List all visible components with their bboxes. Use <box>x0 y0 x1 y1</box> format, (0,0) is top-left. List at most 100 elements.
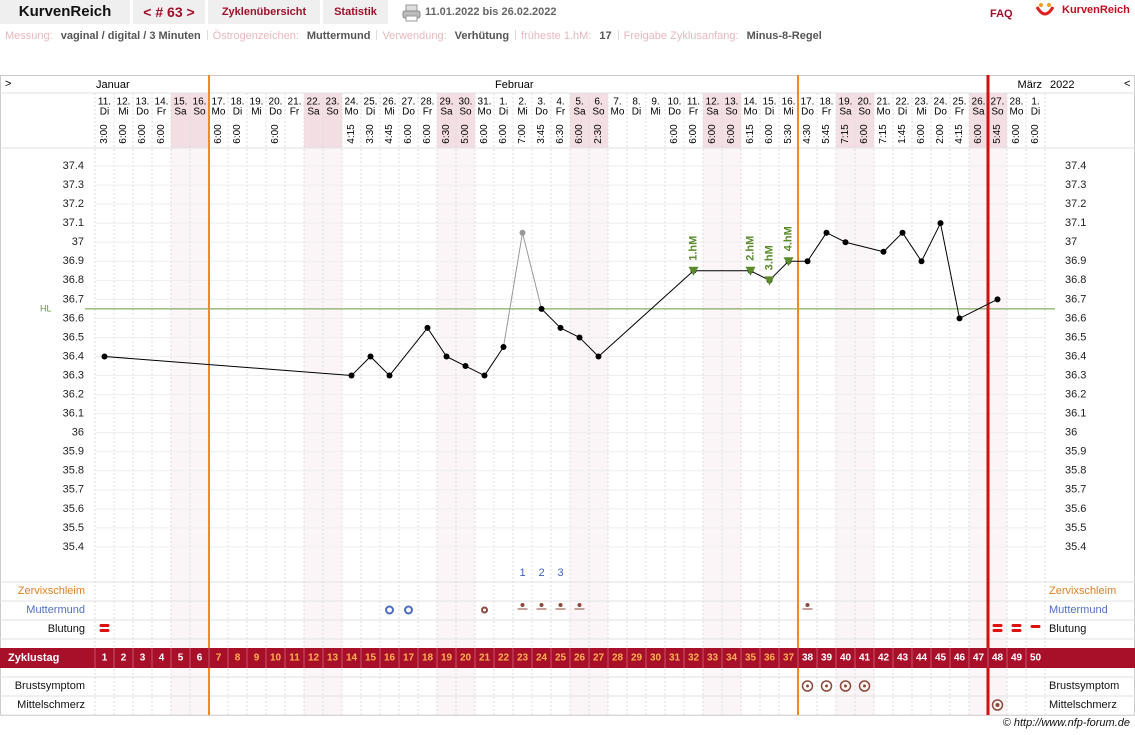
weekend-column <box>589 148 608 715</box>
temperature-segment <box>883 232 903 253</box>
row-label-right: Zervixschleim <box>1049 585 1116 597</box>
tab[interactable]: Zyklenübersicht <box>208 0 320 24</box>
separator <box>515 30 517 40</box>
cycle-day: 43 <box>897 653 909 664</box>
print-icon[interactable] <box>402 3 422 23</box>
time-label: 6:00 <box>270 124 281 144</box>
weekday-label: Sa <box>174 107 187 118</box>
weekend-header <box>722 93 741 148</box>
date-label: 20. <box>858 97 872 108</box>
info-value: 17 <box>599 30 612 42</box>
temperature-segment <box>370 356 390 376</box>
cycle-day: 27 <box>593 653 605 664</box>
time-label: 6:00 <box>422 124 433 144</box>
y-tick-label-right: 35.4 <box>1065 541 1086 553</box>
temperature-segment <box>579 337 599 357</box>
time-label: 6:00 <box>973 124 984 144</box>
y-tick-label: 35.9 <box>63 446 84 458</box>
weekend-column <box>969 148 988 715</box>
y-tick-label: 36.5 <box>63 331 84 343</box>
date-label: 27. <box>991 97 1005 108</box>
weekday-label: Mi <box>650 107 661 118</box>
cycle-day: 34 <box>726 653 738 664</box>
nav-prev[interactable]: > <box>5 78 11 90</box>
faq-link[interactable]: FAQ <box>990 8 1013 20</box>
y-tick-label-right: 36.2 <box>1065 388 1086 400</box>
logo-icon <box>1035 3 1055 16</box>
temperature-point <box>519 229 526 236</box>
time-label: 6:00 <box>764 124 775 144</box>
weekday-label: Mo <box>1010 107 1024 118</box>
cycle-day: 5 <box>178 653 184 664</box>
y-tick-label-right: 36 <box>1065 427 1077 439</box>
date-label: 20. <box>269 97 283 108</box>
hm-label: 3.hM <box>763 245 775 270</box>
temperature-point <box>443 353 450 360</box>
breast-symbol-dot <box>806 684 809 688</box>
breast-symbol-dot <box>844 684 847 688</box>
weekday-label: So <box>592 107 605 118</box>
temperature-point <box>880 248 887 255</box>
weekday-label: Do <box>269 107 282 118</box>
temperature-point <box>367 353 374 360</box>
cycle-day: 41 <box>859 653 871 664</box>
y-tick-label: 37.1 <box>63 217 84 229</box>
weekday-label: Do <box>136 107 149 118</box>
weekday-label: Do <box>668 107 681 118</box>
row-label: Blutung <box>48 623 85 635</box>
time-label: 5:45 <box>992 124 1003 144</box>
weekday-label: Fr <box>290 107 300 118</box>
date-label: 30. <box>459 97 473 108</box>
cycle-day: 42 <box>878 653 890 664</box>
temperature-segment <box>598 270 694 357</box>
temperature-point <box>918 258 925 265</box>
nav-next[interactable]: < <box>1124 78 1130 90</box>
weekday-label: Di <box>898 107 907 118</box>
cycle-day: 7 <box>216 653 222 664</box>
temperature-point <box>595 353 602 360</box>
cycle-day: 17 <box>403 653 415 664</box>
y-tick-label-right: 35.7 <box>1065 484 1086 496</box>
cycle-day: 8 <box>235 653 241 664</box>
time-label: 6:00 <box>118 124 129 144</box>
weekday-label: Fr <box>822 107 832 118</box>
y-tick-label: 37.2 <box>63 198 84 210</box>
hm-label: 1.hM <box>687 236 699 261</box>
weekend-column <box>722 148 741 715</box>
temperature-point <box>481 372 488 379</box>
weekend-header <box>969 93 988 148</box>
cycle-day: 40 <box>840 653 852 664</box>
month-label: Februar <box>495 79 534 91</box>
date-label: 21. <box>877 97 891 108</box>
date-label: 10. <box>668 97 682 108</box>
date-label: 25. <box>364 97 378 108</box>
date-label: 24. <box>934 97 948 108</box>
time-label: 6:00 <box>726 124 737 144</box>
cervix-symbol <box>577 603 582 607</box>
time-label: 2:30 <box>593 124 604 144</box>
mittelschmerz-dot <box>995 703 1000 707</box>
cycle-day: 39 <box>821 653 833 664</box>
cervix-symbol <box>805 603 810 607</box>
y-tick-label: 36 <box>72 427 84 439</box>
weekend-header <box>988 93 1007 148</box>
cervix-symbol <box>558 603 563 607</box>
weekday-label: So <box>858 107 871 118</box>
info-label: Östrogenzeichen: <box>212 30 299 42</box>
tab[interactable]: Statistik <box>323 0 388 24</box>
weekday-label: Mo <box>744 107 758 118</box>
date-label: 25. <box>953 97 967 108</box>
date-label: 2. <box>518 97 526 108</box>
time-label: 4:15 <box>954 124 965 144</box>
time-label: 6:30 <box>441 124 452 144</box>
cycle-day: 46 <box>954 653 966 664</box>
y-tick-label: 37.4 <box>63 160 84 172</box>
hm-label: 2.hM <box>744 236 756 261</box>
date-label: 14. <box>155 97 169 108</box>
weekday-label: Mo <box>877 107 891 118</box>
temperature-segment <box>959 298 998 319</box>
app-title[interactable]: KurvenReich <box>0 0 130 24</box>
cycle-day: 13 <box>327 653 339 664</box>
time-label: 6:00 <box>574 124 585 144</box>
cycle-nav[interactable]: < # 63 > <box>133 0 205 24</box>
